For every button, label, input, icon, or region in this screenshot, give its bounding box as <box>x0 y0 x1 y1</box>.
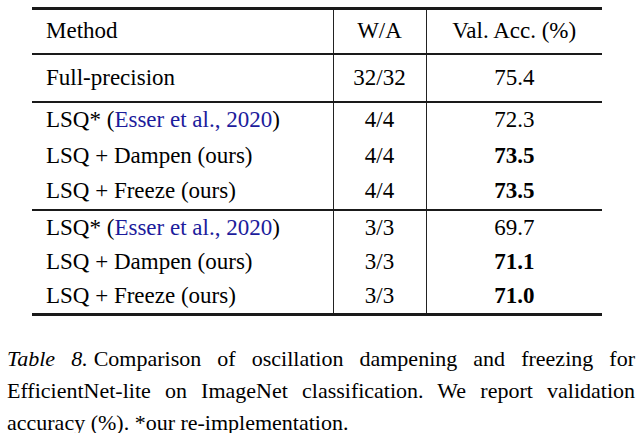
method-cell: LSQ* (Esser et al., 2020) <box>32 102 333 138</box>
table-row: LSQ + Dampen (ours) 4/4 73.5 <box>32 138 602 174</box>
table-row: LSQ + Freeze (ours) 4/4 73.5 <box>32 174 602 210</box>
method-text: LSQ + Freeze (ours) <box>46 178 236 203</box>
method-text-suffix: ) <box>272 215 280 240</box>
table-row: LSQ + Dampen (ours) 3/3 71.1 <box>32 245 602 280</box>
wa-cell: 3/3 <box>333 280 426 315</box>
col-header-method: Method <box>32 9 333 54</box>
method-cell: LSQ + Dampen (ours) <box>32 245 333 280</box>
acc-cell: 73.5 <box>426 174 602 210</box>
citation-link[interactable]: Esser et al., 2020 <box>114 215 272 240</box>
table-row: LSQ* (Esser et al., 2020) 3/3 69.7 <box>32 210 602 245</box>
citation-link[interactable]: Esser et al., 2020 <box>114 107 272 132</box>
table-row: Full-precision 32/32 75.4 <box>32 54 602 102</box>
table-row: LSQ* (Esser et al., 2020) 4/4 72.3 <box>32 102 602 138</box>
method-text: LSQ* ( <box>46 215 114 240</box>
wa-cell: 32/32 <box>333 54 426 102</box>
acc-cell: 73.5 <box>426 138 602 174</box>
group-full-precision: Full-precision 32/32 75.4 <box>32 54 602 102</box>
acc-cell: 72.3 <box>426 102 602 138</box>
results-table: Method W/A Val. Acc. (%) Full-precision … <box>32 7 602 316</box>
method-cell: Full-precision <box>32 54 333 102</box>
method-text: LSQ + Dampen (ours) <box>46 249 253 274</box>
col-header-wa: W/A <box>333 9 426 54</box>
wa-cell: 4/4 <box>333 102 426 138</box>
wa-cell: 4/4 <box>333 174 426 210</box>
method-text: Full-precision <box>46 65 175 90</box>
method-text: LSQ + Dampen (ours) <box>46 143 253 168</box>
method-text-suffix: ) <box>272 107 280 132</box>
method-cell: LSQ + Freeze (ours) <box>32 280 333 315</box>
table-caption: Table 8.Comparison of oscillation dampen… <box>7 343 635 433</box>
header-row: Method W/A Val. Acc. (%) <box>32 9 602 54</box>
method-cell: LSQ* (Esser et al., 2020) <box>32 210 333 245</box>
method-text: LSQ* ( <box>46 107 114 132</box>
acc-cell: 69.7 <box>426 210 602 245</box>
group-4bit: LSQ* (Esser et al., 2020) 4/4 72.3 LSQ +… <box>32 102 602 210</box>
col-header-val-acc: Val. Acc. (%) <box>426 9 602 54</box>
method-cell: LSQ + Freeze (ours) <box>32 174 333 210</box>
results-table-container: Method W/A Val. Acc. (%) Full-precision … <box>32 7 639 316</box>
acc-cell: 71.1 <box>426 245 602 280</box>
method-text: LSQ + Freeze (ours) <box>46 283 236 308</box>
table-header: Method W/A Val. Acc. (%) <box>32 9 602 54</box>
caption-label: Table 8. <box>7 346 88 371</box>
table-row: LSQ + Freeze (ours) 3/3 71.0 <box>32 280 602 315</box>
group-3bit: LSQ* (Esser et al., 2020) 3/3 69.7 LSQ +… <box>32 210 602 315</box>
wa-cell: 4/4 <box>333 138 426 174</box>
acc-cell: 75.4 <box>426 54 602 102</box>
wa-cell: 3/3 <box>333 245 426 280</box>
wa-cell: 3/3 <box>333 210 426 245</box>
caption-text: Comparison of oscillation dampening and … <box>7 346 635 433</box>
acc-cell: 71.0 <box>426 280 602 315</box>
method-cell: LSQ + Dampen (ours) <box>32 138 333 174</box>
